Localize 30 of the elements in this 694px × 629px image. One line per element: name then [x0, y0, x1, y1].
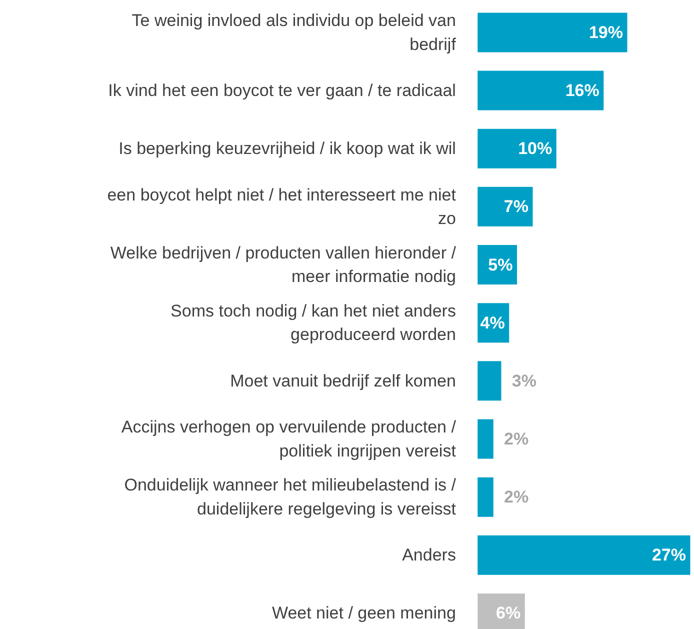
- data-label: 6%: [496, 604, 521, 623]
- data-label: 27%: [652, 546, 686, 565]
- bar: [478, 535, 690, 575]
- data-label: 2%: [504, 488, 529, 507]
- y-tick-label: een boycot helpt niet / het interesseert me niet zo: [107, 185, 456, 228]
- data-label: 3%: [512, 371, 536, 390]
- y-tick-label: Soms toch nodig / kan het niet anders geproduceerd worden: [170, 301, 456, 344]
- bar: [478, 12, 628, 52]
- y-tick-label: Welke bedrijven / producten vallen hieronder / meer informatie nodig: [110, 243, 456, 286]
- data-label: 2%: [504, 430, 529, 448]
- y-tick-label: Accijns verhogen op vervuilende producten / politiek ingrijpen vereist: [121, 418, 456, 460]
- bar: [478, 186, 533, 226]
- bar: [478, 128, 556, 168]
- data-label: 4%: [480, 313, 505, 332]
- data-label: 10%: [518, 139, 552, 158]
- bar: [478, 70, 604, 110]
- bar: [478, 419, 494, 459]
- y-tick-label: Anders: [402, 546, 456, 565]
- data-label: 16%: [565, 81, 600, 100]
- y-tick-label: Is beperking keuzevrijheid / ik koop wat ik wil: [118, 139, 456, 158]
- data-label: 19%: [588, 22, 623, 42]
- y-tick-label: Onduidelijk wanneer het milieubelastend is / duidelijkere regelgeving is vereisst: [124, 476, 456, 518]
- bar: [478, 477, 494, 517]
- y-tick-label: Te weinig invloed als individu op beleid van bedrijf: [132, 11, 456, 54]
- y-tick-label: Weet niet / geen mening: [272, 604, 456, 623]
- y-tick-label: Moet vanuit bedrijf zelf komen: [230, 371, 456, 390]
- bar: [478, 361, 502, 401]
- data-label: 5%: [488, 255, 513, 274]
- y-tick-label: Ik vind het een boycot te ver gaan / te radicaal: [108, 81, 456, 100]
- data-label: 7%: [504, 197, 529, 216]
